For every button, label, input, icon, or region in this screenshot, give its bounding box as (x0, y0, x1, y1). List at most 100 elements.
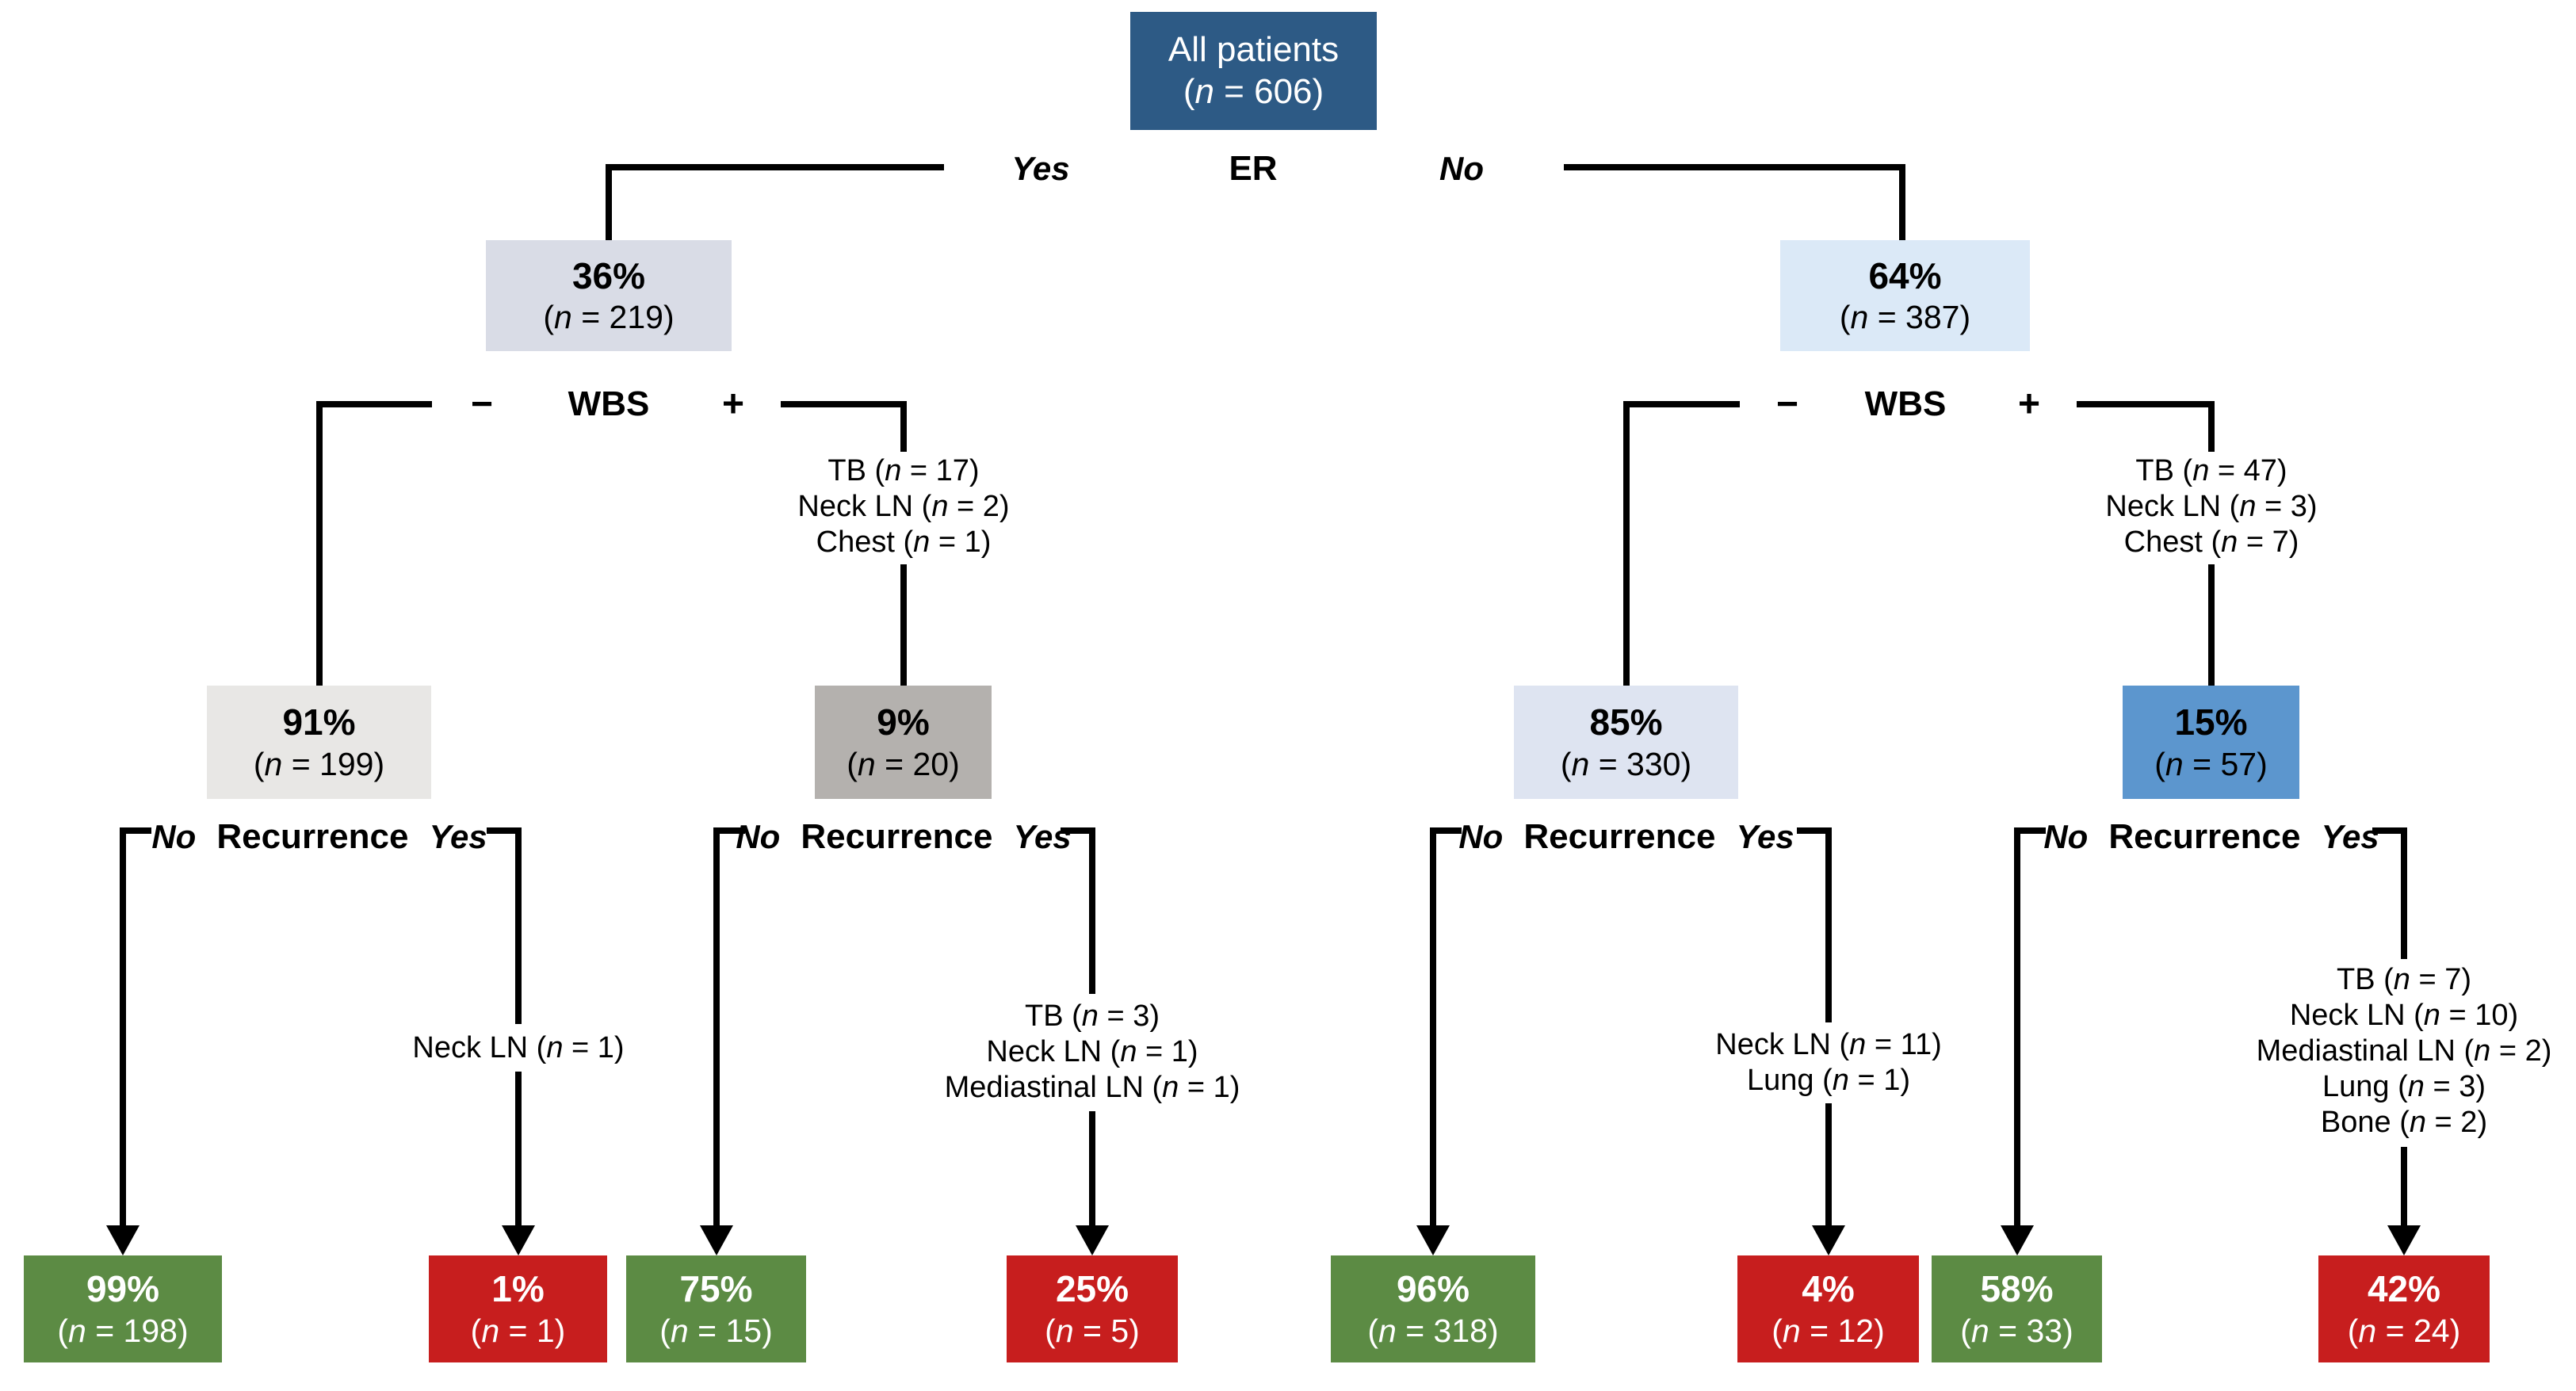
rec3-no-arrowhead (1416, 1225, 1450, 1255)
wbs-right-line-pos (2077, 401, 2215, 407)
root-node-n: (n = 606) (1183, 71, 1324, 111)
wbs-right-label: WBS (1864, 384, 1947, 423)
outcome-g2-no: 75% (n = 15) (626, 1255, 806, 1362)
recurrence-no-label: No (1458, 818, 1504, 855)
finding-line: Bone (n = 2) (2320, 1106, 2488, 1139)
rec4-stub-right (2372, 827, 2404, 834)
er-yes-n: (n = 219) (543, 299, 675, 335)
recurrence-findings-g2: TB (n = 3) Neck LN (n = 1) Mediastinal L… (945, 999, 1240, 1106)
finding-line: Mediastinal LN (n = 1) (944, 1071, 1240, 1104)
outcome-pct: 99% (86, 1268, 160, 1310)
rec2-stub-right (1061, 827, 1092, 834)
recurrence-label: Recurrence (2108, 817, 2301, 856)
finding-line: TB (n = 17) (827, 454, 980, 487)
rec4-yes-line-upper (2401, 827, 2407, 959)
rec4-no-arrowhead (2001, 1225, 2034, 1255)
outcome-pct: 58% (1980, 1268, 2054, 1310)
rec3-yes-line-upper (1825, 827, 1832, 1022)
outcome-pct: 4% (1802, 1268, 1855, 1310)
er-no-node: 64% (n = 387) (1780, 240, 2030, 351)
wbs-left-drop-pos-upper (900, 401, 907, 452)
outcome-n: (n = 318) (1367, 1312, 1499, 1349)
wbs-right-line-neg (1623, 401, 1740, 407)
rec2-yes-arrowhead (1076, 1225, 1109, 1255)
root-node: All patients (n = 606) (1130, 12, 1377, 130)
outcome-pct: 96% (1396, 1268, 1470, 1310)
finding-line: Neck LN (n = 2) (797, 490, 1010, 523)
wbs-left-label: WBS (568, 384, 650, 423)
rec1-no-line (120, 827, 126, 1229)
wbs-left-plus-label: + (721, 383, 745, 426)
rec1-no-arrowhead (106, 1225, 140, 1255)
er-branch-drop-right (1899, 164, 1905, 240)
rec3-no-line (1430, 827, 1436, 1229)
rec4-yes-line-lower (2401, 1147, 2407, 1229)
rec1-yes-line-upper (515, 827, 522, 1024)
finding-line: Lung (n = 1) (1746, 1064, 1910, 1097)
outcome-g1-no: 99% (n = 198) (24, 1255, 222, 1362)
recurrence-row-4: No Recurrence Yes (2033, 817, 2389, 857)
wbs-right-plus-label: + (2017, 383, 2041, 426)
root-node-title: All patients (1168, 29, 1340, 69)
rec4-yes-arrowhead (2387, 1225, 2421, 1255)
er-no-pct: 64% (1868, 254, 1942, 296)
finding-line: Neck LN (n = 3) (2105, 490, 2318, 523)
node-n: (n = 330) (1560, 745, 1692, 782)
er-yes-pct: 36% (571, 254, 646, 296)
outcome-pct: 1% (491, 1268, 545, 1310)
node-n: (n = 20) (847, 745, 960, 782)
rec3-stub-right (1797, 827, 1829, 834)
finding-line: TB (n = 47) (2135, 454, 2287, 487)
outcome-n: (n = 24) (2347, 1312, 2461, 1349)
finding-line: Chest (n = 7) (2123, 525, 2299, 559)
rec4-stub-left (2014, 827, 2046, 834)
finding-line: TB (n = 3) (1024, 999, 1160, 1033)
wbs-left-pos-findings: TB (n = 17) Neck LN (n = 2) Chest (n = 1… (797, 453, 1009, 560)
finding-line: Chest (n = 1) (816, 525, 992, 559)
outcome-g4-no: 58% (n = 33) (1932, 1255, 2102, 1362)
wbs-right-drop-pos-upper (2208, 401, 2215, 452)
finding-line: Neck LN (n = 1) (986, 1035, 1198, 1068)
node-er-no-wbs-neg: 85% (n = 330) (1514, 686, 1738, 799)
rec2-no-arrowhead (700, 1225, 733, 1255)
outcome-n: (n = 1) (470, 1312, 566, 1349)
recurrence-yes-label: Yes (429, 818, 487, 855)
finding-line: Neck LN (n = 10) (2289, 999, 2519, 1032)
finding-line: TB (n = 7) (2336, 963, 2472, 996)
outcome-g1-yes: 1% (n = 1) (429, 1255, 607, 1362)
recurrence-no-label: No (2043, 818, 2089, 855)
rec2-stub-left (713, 827, 745, 834)
outcome-g3-yes: 4% (n = 12) (1737, 1255, 1919, 1362)
er-yes-node: 36% (n = 219) (486, 240, 732, 351)
recurrence-yes-label: Yes (2321, 818, 2379, 855)
recurrence-label: Recurrence (216, 817, 409, 856)
recurrence-row-3: No Recurrence Yes (1448, 817, 1804, 857)
finding-line: Mediastinal LN (n = 2) (2256, 1034, 2552, 1068)
er-label: ER (1229, 149, 1278, 188)
rec4-no-line (2014, 827, 2020, 1229)
outcome-n: (n = 198) (57, 1312, 189, 1349)
finding-line: Neck LN (n = 11) (1715, 1028, 1942, 1061)
node-n: (n = 57) (2154, 745, 2268, 782)
outcome-pct: 75% (679, 1268, 753, 1310)
wbs-right-minus-label: − (1775, 383, 1799, 426)
node-er-no-wbs-pos: 15% (n = 57) (2123, 686, 2299, 799)
wbs-left-line-neg (316, 401, 432, 407)
recurrence-label: Recurrence (1523, 817, 1716, 856)
rec2-yes-line-upper (1089, 827, 1095, 994)
recurrence-yes-label: Yes (1013, 818, 1072, 855)
er-branch-line-right (1564, 164, 1905, 170)
wbs-left-drop-neg (316, 401, 323, 686)
outcome-g4-yes: 42% (n = 24) (2318, 1255, 2490, 1362)
outcome-n: (n = 5) (1045, 1312, 1140, 1349)
outcome-pct: 25% (1055, 1268, 1129, 1310)
wbs-right-pos-findings: TB (n = 47) Neck LN (n = 3) Chest (n = 7… (2105, 453, 2317, 560)
outcome-n: (n = 15) (659, 1312, 773, 1349)
er-branch-drop-left (606, 164, 612, 240)
er-no-label: No (1439, 150, 1484, 187)
recurrence-no-label: No (736, 818, 781, 855)
er-yes-label: Yes (1011, 150, 1070, 187)
rec3-yes-line-lower (1825, 1103, 1832, 1229)
node-pct: 91% (282, 701, 356, 743)
